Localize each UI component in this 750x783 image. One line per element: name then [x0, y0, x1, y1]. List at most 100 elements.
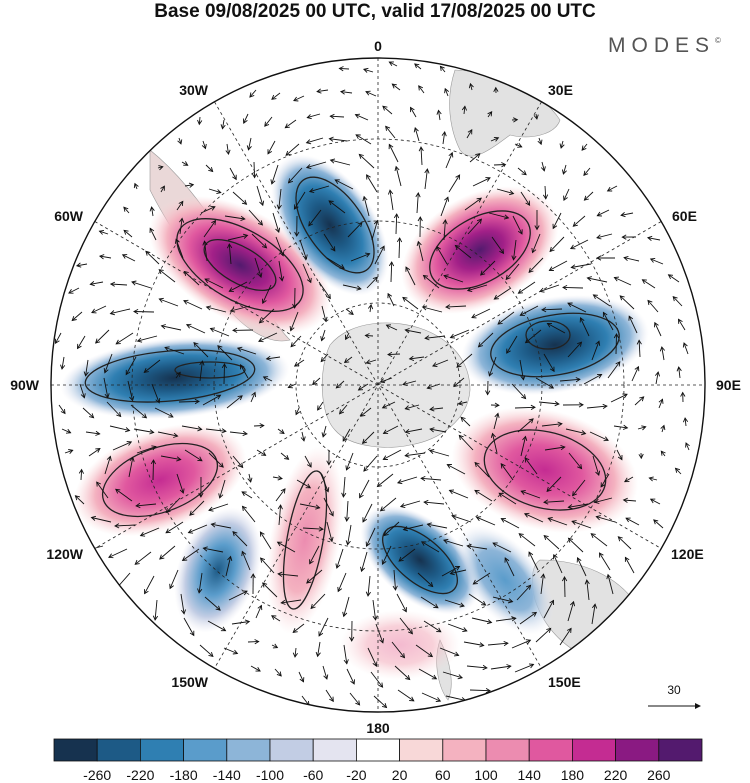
wind-vector-arrow	[472, 177, 491, 187]
wind-vector-arrow	[312, 377, 321, 385]
wind-vector-arrow	[623, 499, 637, 502]
wind-vector-arrow	[202, 140, 206, 149]
wind-vector-head	[648, 476, 654, 482]
wind-vector-arrow	[562, 286, 584, 289]
wind-vector-head	[431, 674, 438, 680]
anomaly-160e-low	[360, 505, 480, 615]
wind-vector-head	[533, 114, 539, 120]
wind-vector-head	[560, 444, 566, 451]
wind-vector-head	[95, 430, 101, 436]
wind-vector-head	[150, 459, 157, 465]
wind-vector-arrow	[448, 174, 460, 193]
wind-vector-arrow	[204, 278, 224, 289]
wind-vector-head	[520, 375, 526, 381]
wind-vector-head	[634, 365, 640, 372]
wind-vector-arrow	[678, 367, 681, 379]
wind-vector-arrow	[607, 361, 621, 379]
wind-vector-arrow	[500, 463, 514, 481]
wind-vector-arrow	[623, 257, 640, 262]
wind-vector-arrow	[490, 665, 511, 670]
wind-vector-arrow	[278, 188, 282, 209]
wind-vector-arrow	[295, 407, 300, 415]
wind-vector-head	[289, 326, 295, 332]
wind-vector-arrow	[226, 395, 243, 409]
wind-vector-head	[567, 504, 573, 510]
wind-vector-head	[208, 506, 214, 512]
wind-vector-head	[160, 185, 165, 191]
wind-vector-arrow	[130, 404, 147, 419]
wind-vector-arrow	[262, 582, 278, 598]
wind-vector-arrow	[650, 498, 661, 505]
wind-vector-arrow	[375, 623, 384, 643]
wind-vector-arrow	[320, 353, 329, 362]
colorbar-swatch	[226, 738, 271, 762]
wind-vector-arrow	[241, 491, 253, 499]
wind-vector-head	[511, 616, 517, 622]
wind-vector-arrow	[513, 239, 517, 260]
wind-vector-arrow	[256, 185, 264, 206]
wind-vector-arrow	[317, 89, 329, 93]
wind-vector-head	[641, 425, 647, 431]
wind-vector-head	[208, 651, 214, 658]
wind-vector-head	[335, 383, 341, 389]
wind-vector-arrow	[592, 455, 600, 476]
wind-vector-arrow	[115, 488, 133, 502]
wind-vector-head	[443, 274, 449, 280]
wind-vector-head	[520, 490, 526, 495]
wind-vector-head	[654, 371, 661, 377]
wind-vector-head	[405, 675, 411, 681]
wind-vector-head	[549, 246, 555, 253]
wind-vector-arrow	[519, 359, 524, 380]
wind-vector-arrow	[417, 241, 424, 262]
wind-vector-arrow	[169, 569, 179, 589]
wind-vector-head	[169, 583, 174, 590]
wind-vector-arrow	[323, 497, 334, 517]
wind-vector-head	[613, 276, 620, 282]
wind-vector-head	[360, 566, 366, 573]
wind-vector-arrow	[668, 274, 680, 283]
wind-vector-arrow	[501, 518, 520, 529]
wind-vector-head	[277, 504, 283, 510]
wind-vector-head	[261, 298, 267, 305]
wind-vector-arrow	[64, 449, 73, 454]
wind-vector-arrow	[198, 572, 203, 593]
wind-vector-arrow	[133, 311, 155, 313]
wind-vector-arrow	[568, 452, 582, 469]
anomaly-75e-low	[461, 294, 649, 396]
colorbar-tick-label: 260	[647, 767, 671, 783]
wind-vector-head	[250, 573, 256, 579]
wind-vector-arrow	[400, 500, 421, 508]
wind-vector-arrow	[285, 143, 300, 156]
wind-vector-head	[398, 556, 404, 562]
wind-vector-head	[537, 139, 543, 146]
wind-vector-head	[540, 573, 546, 579]
wind-vector-head	[135, 502, 141, 509]
wind-vector-head	[428, 582, 434, 588]
wind-vector-head	[521, 170, 527, 176]
wind-vector-arrow	[420, 147, 423, 166]
wind-vector-arrow	[492, 433, 498, 454]
wind-vector-head	[569, 600, 576, 607]
wind-vector-arrow	[361, 551, 368, 572]
wind-vector-head	[507, 598, 514, 604]
wind-vector-arrow	[346, 452, 354, 471]
wind-vector-arrow	[232, 531, 248, 547]
wind-vector-head	[343, 659, 349, 665]
wind-vector-arrow	[337, 572, 347, 592]
reference-vector-label: 30	[667, 683, 681, 697]
wind-vector-arrow	[464, 197, 482, 211]
wind-vector-arrow	[278, 573, 299, 577]
wind-vector-arrow	[478, 332, 494, 348]
wind-vector-head	[242, 118, 248, 124]
wind-vector-head	[309, 559, 314, 565]
wind-vector-arrow	[390, 261, 393, 283]
wind-vector-arrow	[256, 449, 266, 456]
wind-vector-head	[115, 339, 121, 345]
wind-vector-head	[318, 526, 324, 532]
wind-vector-arrow	[222, 119, 225, 129]
wind-vector-arrow	[387, 293, 395, 307]
wind-vector-arrow	[104, 353, 113, 373]
wind-vector-arrow	[240, 364, 249, 379]
wind-vector-arrow	[123, 229, 133, 238]
wind-vector-head	[455, 174, 461, 180]
